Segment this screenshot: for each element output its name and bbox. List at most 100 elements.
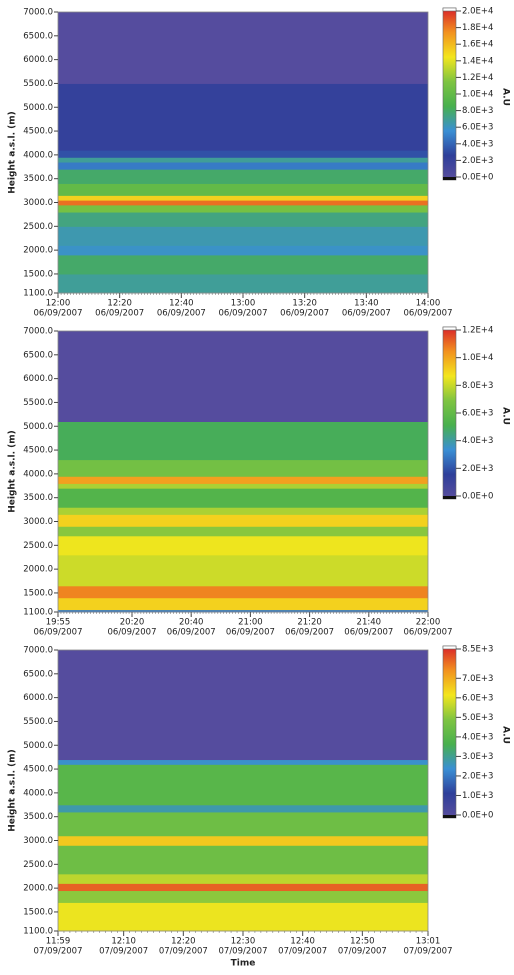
heat-cell: [58, 254, 428, 275]
plot-frame: [57, 330, 429, 613]
x-tick-label: 12:40: [169, 299, 194, 309]
colorbar-floor: [443, 496, 456, 499]
y-tick-label: 3000.0: [23, 517, 53, 527]
colorbar-tick-label: 4.0E+3: [462, 139, 493, 149]
x-tick-label: 12:40: [290, 937, 315, 947]
y-tick-label: 3500.0: [23, 174, 53, 184]
colorbar-floor: [443, 177, 456, 180]
y-tick-label: 5500.0: [23, 717, 53, 727]
y-tick-label: 4500.0: [23, 765, 53, 775]
y-tick-label: 6500.0: [23, 669, 53, 679]
colorbar-tick-label: 1.2E+4: [462, 73, 493, 83]
y-tick-label: 2000.0: [23, 246, 53, 256]
heat-cell: [58, 421, 428, 461]
x-tick-label: 20:20: [120, 618, 145, 628]
y-tick-label: 3500.0: [23, 812, 53, 822]
heat-cell: [58, 764, 428, 806]
y-axis-label: Height a.s.l. (m): [8, 111, 18, 194]
heat-cell: [58, 597, 428, 611]
heat-cell: [58, 585, 428, 599]
colorbar: [442, 645, 457, 819]
x-tick-label: 21:00: [238, 618, 263, 628]
heat-cell: [58, 811, 428, 837]
y-tick-label: 5500.0: [23, 79, 53, 89]
x-tick-label: 12:20: [171, 937, 196, 947]
colorbar-tick-label: 0.0E+0: [462, 811, 493, 821]
y-tick-label: 3000.0: [23, 198, 53, 208]
colorbar-tick-label: 2.0E+3: [462, 464, 493, 474]
heat-cell: [58, 883, 428, 892]
y-tick-label: 1100.0: [23, 608, 53, 618]
colorbar-tick-label: 4.0E+3: [462, 436, 493, 446]
heat-cell: [58, 459, 428, 477]
colorbar-tick-label: 5.0E+3: [462, 713, 493, 723]
x-tick-date: 07/09/2007: [404, 947, 453, 957]
y-tick-label: 1500.0: [23, 588, 53, 598]
colorbar-tick-label: 1.0E+3: [462, 791, 493, 801]
x-tick-label: 13:40: [354, 299, 379, 309]
x-tick-date: 06/09/2007: [95, 309, 144, 319]
heat-cell: [58, 873, 428, 884]
x-tick-date: 06/09/2007: [226, 628, 275, 638]
heat-cell: [58, 535, 428, 556]
x-tick-date: 06/09/2007: [157, 309, 206, 319]
colorbar-tick-label: 3.0E+3: [462, 752, 493, 762]
colorbar-cap: [442, 7, 457, 12]
heat-cell: [58, 212, 428, 227]
y-tick-label: 6500.0: [23, 350, 53, 360]
y-tick-label: 1500.0: [23, 269, 53, 279]
colorbar-tick-label: 2.0E+4: [462, 7, 493, 17]
x-tick-label: 21:20: [297, 618, 322, 628]
heat-cell: [58, 759, 428, 765]
x-tick-date: 07/09/2007: [338, 947, 387, 957]
y-tick-label: 7000.0: [23, 8, 53, 18]
colorbar-cap: [442, 645, 457, 650]
x-tick-label: 12:50: [350, 937, 375, 947]
x-tick-date: 06/09/2007: [34, 628, 83, 638]
heat-cell: [58, 226, 428, 246]
heat-cell: [58, 650, 428, 761]
colorbar-tick-label: 8.0E+3: [462, 106, 493, 116]
y-tick-label: 2500.0: [23, 860, 53, 870]
colorbar-floor: [443, 815, 456, 818]
heat-cell: [58, 150, 428, 158]
colorbar-tick-label: 1.0E+4: [462, 90, 493, 100]
heat-cell: [58, 476, 428, 484]
colorbar-tick-label: 0.0E+0: [462, 173, 493, 183]
heat-cell: [58, 162, 428, 170]
x-tick-date: 06/09/2007: [219, 309, 268, 319]
colorbar-tick-label: 6.0E+3: [462, 409, 493, 419]
y-tick-label: 6000.0: [23, 374, 53, 384]
x-tick-date: 06/09/2007: [108, 628, 157, 638]
y-tick-label: 2500.0: [23, 541, 53, 551]
heat-cell: [58, 245, 428, 256]
y-tick-label: 4500.0: [23, 446, 53, 456]
x-tick-date: 06/09/2007: [404, 309, 453, 319]
y-tick-label: 6000.0: [23, 693, 53, 703]
colorbar-tick-label: 1.6E+4: [462, 40, 493, 50]
heat-cell: [58, 331, 428, 422]
heat-cell: [58, 554, 428, 587]
x-tick-label: 21:40: [357, 618, 382, 628]
heat-cell: [58, 200, 428, 206]
y-tick-label: 3000.0: [23, 836, 53, 846]
colorbar-tick-label: 6.0E+3: [462, 123, 493, 133]
heat-cell: [58, 609, 428, 613]
x-tick-label: 11:59: [46, 937, 71, 947]
y-tick-label: 5000.0: [23, 422, 53, 432]
y-tick-label: 4500.0: [23, 127, 53, 137]
colorbar-tick-label: 2.0E+3: [462, 771, 493, 781]
x-tick-date: 06/09/2007: [344, 628, 393, 638]
y-tick-label: 4000.0: [23, 150, 53, 160]
x-tick-date: 07/09/2007: [159, 947, 208, 957]
colorbar-tick-label: 7.0E+3: [462, 674, 493, 684]
heat-cell: [58, 890, 428, 903]
colorbar-tick-label: 1.8E+4: [462, 23, 493, 33]
heat-cell: [58, 83, 428, 151]
colorbar-tick-label: 6.0E+3: [462, 693, 493, 703]
y-axis-label: Height a.s.l. (m): [8, 430, 18, 513]
y-axis-label: Height a.s.l. (m): [8, 749, 18, 832]
x-tick-label: 13:20: [292, 299, 317, 309]
x-tick-label: 13:01: [416, 937, 441, 947]
